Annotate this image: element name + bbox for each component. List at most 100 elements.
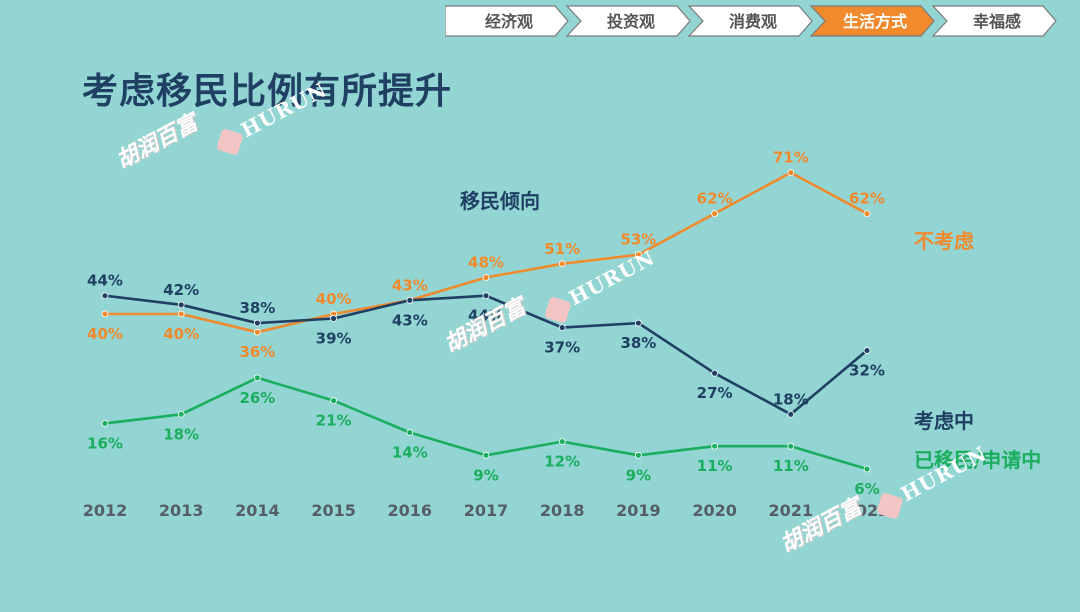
data-label: 62% (849, 190, 885, 208)
data-label: 53% (620, 231, 656, 249)
series-2: 44% 42% 38% 39% 43% 44% 37% 38% 27% 18% 32% (87, 272, 885, 418)
x-tick-label: 2015 (311, 501, 356, 520)
page-title: 考虑移民比例有所提升 (82, 71, 453, 112)
data-point (787, 442, 795, 450)
tab-chevron-shape[interactable] (809, 5, 935, 37)
tab-chevron-shape[interactable] (445, 5, 569, 37)
data-label: 43% (392, 311, 428, 329)
x-tick-label: 2013 (159, 501, 204, 520)
tab-1[interactable]: 经济观 (445, 5, 569, 37)
data-point (711, 442, 718, 450)
data-label: 12% (544, 453, 580, 471)
data-point (101, 419, 109, 427)
data-label: 38% (239, 299, 275, 317)
data-point (558, 324, 566, 332)
data-label: 40% (87, 325, 123, 343)
chart-title: 移民倾向 (460, 189, 540, 213)
data-point (253, 374, 261, 382)
data-point (482, 274, 490, 281)
data-point (711, 369, 718, 377)
data-point (787, 169, 795, 177)
x-tick-label: 2020 (692, 501, 737, 520)
data-label: 48% (468, 253, 504, 271)
data-point (863, 210, 871, 218)
data-point (101, 292, 109, 300)
legend-label: 考虑中 (914, 409, 974, 433)
data-point (330, 315, 338, 322)
section-nav: 经济观 投资观 消费观 生活方式 幸福感 (445, 5, 1073, 37)
data-label: 32% (849, 361, 885, 379)
tab-label[interactable]: 经济观 (485, 12, 533, 31)
data-point (177, 310, 185, 318)
series-1: 40% 40% 36% 40% 43% 48% 51% 53% 62% 71% 62% (87, 149, 885, 362)
data-label: 16% (87, 434, 123, 452)
data-label: 51% (544, 240, 580, 258)
tab-chevron-shape[interactable] (565, 5, 691, 37)
tab-label[interactable]: 投资观 (607, 12, 655, 31)
series-3: 16% 18% 26% 21% 14% 9% 12% 9% 11% 11% 6% (87, 374, 880, 498)
data-label: 37% (544, 339, 580, 357)
data-label: 11% (773, 457, 809, 475)
data-point (406, 429, 414, 436)
tab-2[interactable]: 投资观 (565, 5, 691, 37)
data-point (635, 451, 642, 459)
x-tick-label: 2016 (388, 501, 433, 520)
data-label: 62% (697, 190, 733, 208)
data-label: 44% (87, 272, 123, 290)
x-tick-label: 2018 (540, 501, 585, 520)
data-point (787, 410, 795, 418)
data-point (177, 301, 185, 309)
data-point (635, 251, 642, 259)
data-point (863, 465, 871, 473)
data-point (558, 260, 566, 268)
data-point (101, 310, 109, 318)
data-label: 42% (163, 281, 199, 299)
data-label: 14% (392, 444, 428, 462)
data-point (253, 319, 261, 327)
section-nav-bar: 经济观 投资观 消费观 生活方式 幸福感 (445, 5, 1057, 37)
data-label: 40% (163, 325, 199, 343)
data-point (330, 397, 338, 405)
legend-label: 不考虑 (914, 229, 974, 253)
data-label: 36% (239, 343, 275, 361)
data-point (406, 296, 414, 304)
data-label: 21% (316, 412, 352, 430)
x-tick-label: 2012 (83, 501, 128, 520)
data-label: 40% (316, 290, 352, 308)
x-tick-label: 2022 (845, 501, 890, 520)
data-point (253, 328, 261, 336)
data-label: 39% (316, 330, 352, 348)
tab-label[interactable]: 消费观 (729, 12, 777, 31)
data-label: 71% (773, 149, 809, 167)
data-label: 27% (697, 384, 733, 402)
data-label: 44% (468, 307, 504, 325)
data-label: 38% (620, 334, 656, 352)
x-tick-label: 2019 (616, 501, 661, 520)
x-tick-label: 2021 (769, 501, 814, 520)
tab-label[interactable]: 生活方式 (843, 12, 907, 31)
data-label: 26% (239, 389, 275, 407)
tab-label[interactable]: 幸福感 (973, 12, 1021, 31)
x-tick-label: 2017 (464, 501, 509, 520)
legend-label: 已移民/申请中 (914, 448, 1041, 472)
data-point (863, 347, 871, 354)
tab-5[interactable]: 幸福感 (931, 5, 1057, 37)
data-point (635, 319, 642, 327)
data-point (177, 410, 185, 418)
data-label: 9% (626, 466, 651, 484)
data-label: 9% (473, 466, 498, 484)
data-label: 18% (163, 425, 199, 443)
data-label: 11% (697, 457, 733, 475)
tab-4[interactable]: 生活方式 (809, 5, 935, 37)
tab-chevron-shape[interactable] (931, 5, 1057, 37)
data-label: 43% (392, 276, 428, 294)
data-label: 18% (773, 390, 809, 408)
tab-chevron-shape[interactable] (687, 5, 813, 37)
tab-3[interactable]: 消费观 (687, 5, 813, 37)
data-point (482, 292, 490, 300)
data-point (711, 210, 718, 218)
data-label: 6% (854, 480, 879, 498)
data-point (558, 438, 566, 446)
